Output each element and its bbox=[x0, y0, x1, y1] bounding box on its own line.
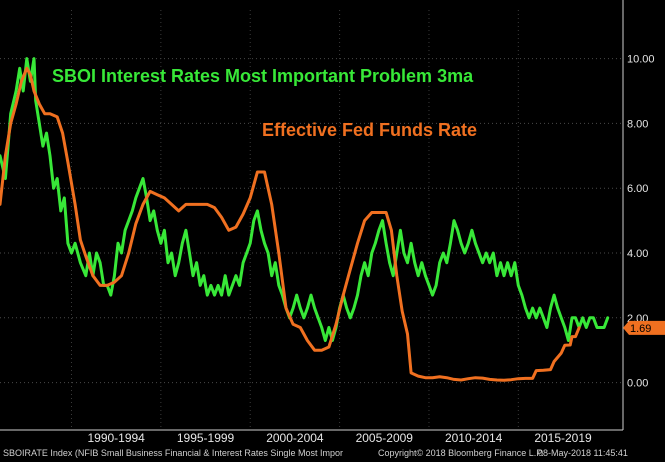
x-tick-label: 1990-1994 bbox=[87, 431, 145, 444]
y-tick-label: 10.00 bbox=[627, 54, 655, 66]
x-tick-label: 2015-2019 bbox=[534, 431, 592, 444]
sboi-series-line bbox=[0, 57, 610, 342]
x-tick-label: 1995-1999 bbox=[177, 431, 235, 444]
footer-index-description: SBOIRATE Index (NFIB Small Business Fina… bbox=[3, 448, 343, 458]
fed-funds-series-line bbox=[0, 66, 581, 382]
footer-copyright: Copyright© 2018 Bloomberg Finance L.P. bbox=[378, 448, 544, 458]
x-tick-label: 2000-2004 bbox=[266, 431, 324, 444]
x-axis: 1990-1994 1995-1999 2000-2004 2005-2009 2010… bbox=[0, 429, 623, 444]
x-tick-label: 2010-2014 bbox=[445, 431, 503, 444]
footer-timestamp: 08-May-2018 11:45:41 bbox=[538, 448, 628, 458]
annotations: SBOI Interest Rates Most Important Probl… bbox=[52, 66, 477, 140]
y-tick-label: 6.00 bbox=[627, 183, 648, 195]
sboi-series-annotation: SBOI Interest Rates Most Important Probl… bbox=[52, 66, 474, 86]
x-tick-label: 2005-2009 bbox=[356, 431, 414, 444]
y-tick-label: 4.00 bbox=[627, 248, 648, 260]
footer-bar: SBOIRATE Index (NFIB Small Business Fina… bbox=[0, 444, 665, 462]
y-tick-label: 0.00 bbox=[627, 378, 648, 390]
y-tick-label: 8.00 bbox=[627, 118, 648, 130]
series-layer bbox=[0, 57, 610, 382]
last-value-label: 1.69 bbox=[630, 323, 651, 335]
fed-funds-annotation: Effective Fed Funds Rate bbox=[262, 120, 477, 140]
last-value-tag bbox=[623, 320, 665, 335]
